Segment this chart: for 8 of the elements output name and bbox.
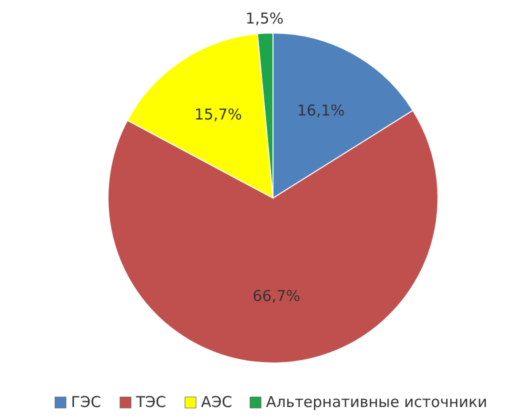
legend-label: ТЭС [135, 393, 166, 412]
data-label: 1,5% [246, 9, 284, 28]
data-label: 16,1% [297, 101, 345, 120]
legend-label: Альтернативные источники [266, 393, 488, 412]
legend-label: ГЭС [71, 393, 102, 412]
data-label: 66,7% [252, 287, 300, 306]
legend-label: АЭС [201, 393, 232, 412]
data-label: 15,7% [194, 106, 242, 124]
